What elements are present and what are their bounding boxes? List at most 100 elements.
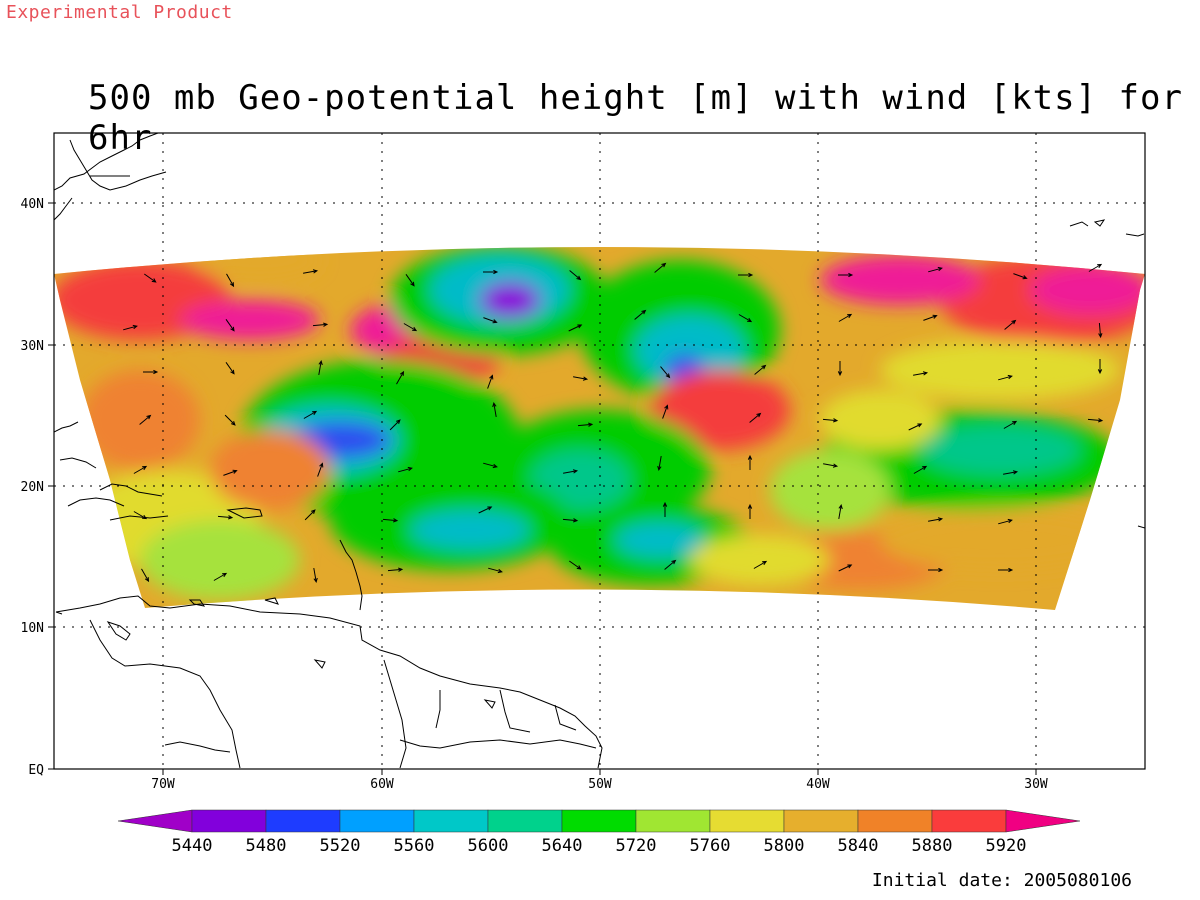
wind-arrow <box>389 419 401 431</box>
wind-arrow <box>405 274 415 287</box>
wind-arrow <box>569 270 582 281</box>
wind-arrow <box>753 560 768 569</box>
legend-swatch <box>709 809 785 833</box>
legend-swatch <box>339 809 415 833</box>
wind-arrow <box>133 511 148 520</box>
legend-tick-label: 5800 <box>764 836 805 856</box>
lat-label-20n: 20N <box>21 480 44 495</box>
wind-arrow <box>838 313 853 322</box>
wind-arrow <box>747 454 753 470</box>
wind-arrow <box>1003 470 1019 475</box>
wind-arrow <box>318 359 323 375</box>
lat-label-eq: EQ <box>28 763 44 778</box>
field-region <box>820 255 980 305</box>
field-region <box>920 425 1080 475</box>
wind-arrow <box>923 314 938 321</box>
field-region <box>210 430 330 510</box>
wind-arrow <box>562 518 579 523</box>
wind-arrow <box>662 404 669 419</box>
wind-arrow <box>569 560 582 570</box>
wind-arrow <box>998 374 1013 381</box>
wind-arrow <box>662 501 668 517</box>
field-region <box>635 315 745 385</box>
legend-tick-label: 5760 <box>690 836 731 856</box>
lon-label-30w: 30W <box>1024 777 1048 792</box>
wind-arrow <box>123 324 138 331</box>
field-region <box>880 510 1120 570</box>
legend-arrow-right <box>1005 809 1081 833</box>
wind-arrow <box>1088 263 1103 272</box>
wind-arrow <box>838 564 853 572</box>
lon-label-50w: 50W <box>588 777 612 792</box>
wind-arrow <box>577 422 594 427</box>
legend-tick-label: 5880 <box>912 836 953 856</box>
wind-arrow <box>483 462 498 469</box>
wind-arrows <box>123 262 1104 584</box>
wind-arrow <box>913 465 928 474</box>
wind-arrow <box>1098 322 1103 339</box>
wind-arrow <box>754 364 767 375</box>
graticule <box>54 133 1145 769</box>
field-region <box>615 522 705 558</box>
wind-arrow <box>143 369 159 375</box>
lat-label-10n: 10N <box>21 621 44 636</box>
wind-arrow <box>573 376 589 381</box>
wind-arrow <box>317 462 324 477</box>
field-region <box>480 282 540 318</box>
wind-arrow <box>396 370 405 385</box>
wind-arrow <box>664 559 677 570</box>
initial-date: Initial date: 2005080106 <box>871 870 1132 891</box>
legend-swatch <box>635 809 711 833</box>
wind-arrow <box>478 506 493 514</box>
legend-tick-label: 5640 <box>542 836 583 856</box>
wind-arrow <box>568 324 583 332</box>
wind-arrow <box>313 568 318 584</box>
wind-arrow <box>144 273 157 283</box>
wind-arrow <box>1004 319 1017 330</box>
legend-swatch <box>265 809 341 833</box>
wind-arrow <box>998 567 1014 573</box>
wind-arrow <box>928 567 944 573</box>
legend-swatch <box>783 809 859 833</box>
field-region <box>530 450 630 510</box>
wind-arrow <box>928 517 944 522</box>
wind-arrow <box>822 418 839 423</box>
wind-arrow <box>837 361 843 377</box>
wind-arrow <box>1013 273 1028 280</box>
legend-swatch <box>561 809 637 833</box>
legend-tick-label: 5440 <box>172 836 213 856</box>
field-region <box>880 340 1120 400</box>
wind-arrow <box>312 322 329 327</box>
wind-arrow <box>749 412 762 423</box>
wind-arrow <box>1097 359 1103 375</box>
lat-label-30n: 30N <box>21 339 44 354</box>
wind-arrow <box>225 362 235 375</box>
wind-arrow <box>217 515 234 520</box>
wind-arrow <box>660 366 671 379</box>
legend-tick-label: 5480 <box>246 836 287 856</box>
field-region <box>200 247 320 280</box>
wind-arrow <box>226 273 235 288</box>
legend-swatch <box>487 809 563 833</box>
legend-swatch <box>413 809 489 833</box>
wind-arrow <box>492 401 497 417</box>
legend-arrow-left <box>117 809 193 833</box>
field-region <box>770 450 890 530</box>
geopotential-height-field <box>54 247 1145 610</box>
wind-arrow <box>563 469 579 474</box>
wind-arrow <box>838 503 843 519</box>
legend-tick-label: 5600 <box>468 836 509 856</box>
wind-arrow <box>1003 420 1018 429</box>
wind-arrow <box>223 469 238 476</box>
wind-arrow <box>483 269 499 275</box>
legend-swatch <box>191 809 267 833</box>
wind-arrow <box>213 572 228 581</box>
wind-arrow <box>225 319 235 332</box>
map-title: 500 mb Geo-potential height [m] with win… <box>88 78 1183 158</box>
experimental-product-label: Experimental Product <box>6 2 233 23</box>
wind-arrow <box>747 503 753 519</box>
field-region <box>80 370 200 470</box>
legend-tick-label: 5520 <box>320 836 361 856</box>
wind-arrow <box>823 463 839 468</box>
